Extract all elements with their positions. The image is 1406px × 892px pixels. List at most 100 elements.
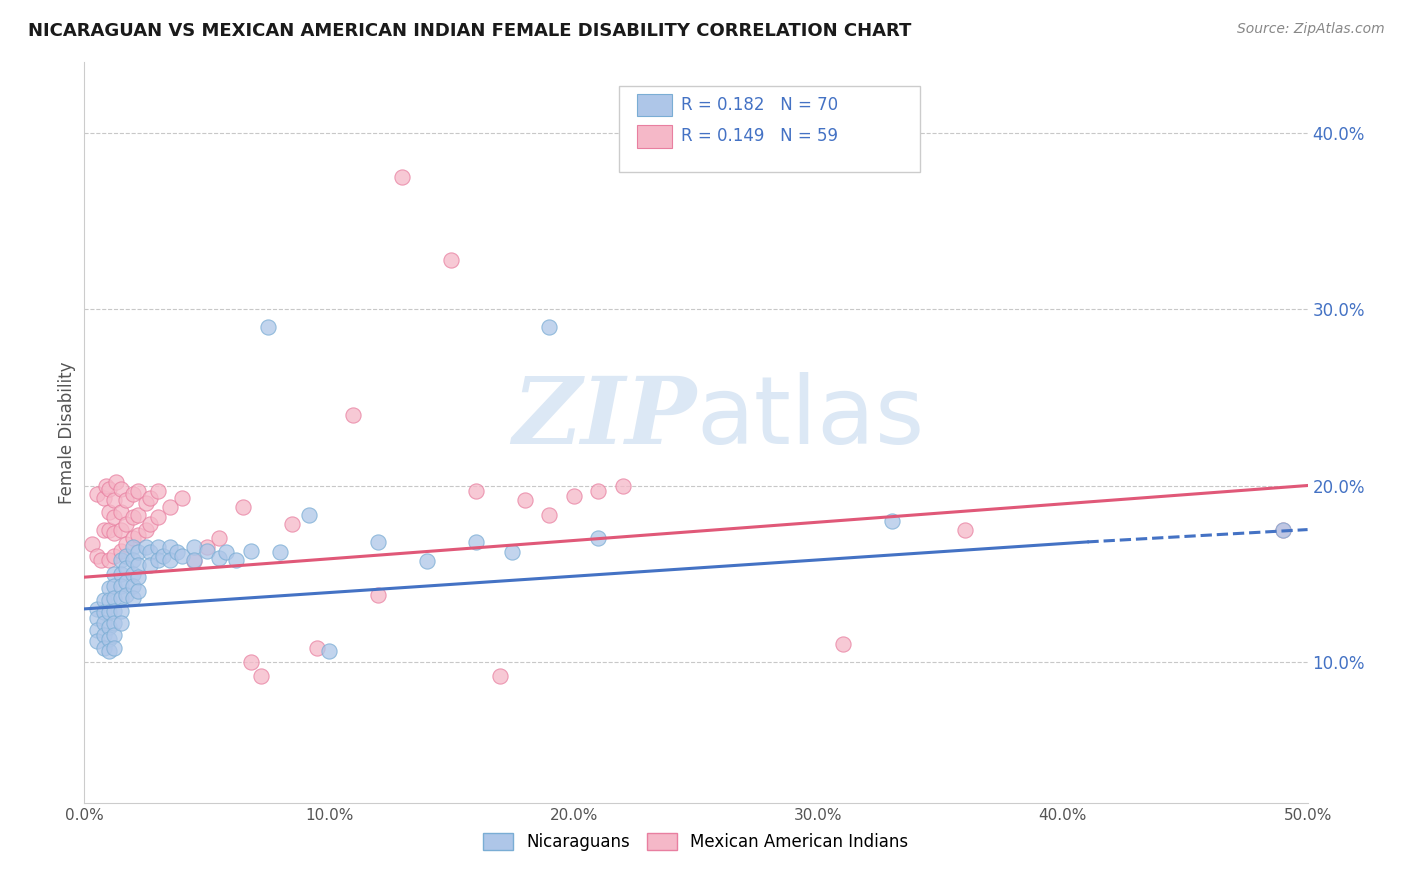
Point bbox=[93, 640, 115, 655]
Point bbox=[249, 669, 271, 683]
Point bbox=[80, 536, 103, 550]
Point bbox=[127, 558, 149, 572]
Point bbox=[367, 588, 389, 602]
Point bbox=[110, 615, 132, 630]
Point bbox=[97, 606, 120, 620]
Point bbox=[464, 483, 486, 498]
Point bbox=[97, 523, 120, 537]
Point bbox=[195, 543, 218, 558]
Point bbox=[440, 252, 463, 267]
Point bbox=[93, 606, 115, 620]
Point bbox=[110, 482, 132, 496]
Point bbox=[115, 536, 138, 550]
Text: NICARAGUAN VS MEXICAN AMERICAN INDIAN FEMALE DISABILITY CORRELATION CHART: NICARAGUAN VS MEXICAN AMERICAN INDIAN FE… bbox=[28, 22, 911, 40]
Point bbox=[110, 552, 132, 566]
Point bbox=[416, 554, 439, 568]
Point bbox=[103, 549, 125, 563]
Point bbox=[97, 482, 120, 496]
Point bbox=[97, 619, 120, 633]
Point bbox=[183, 554, 205, 568]
Point bbox=[93, 523, 115, 537]
Point bbox=[97, 593, 120, 607]
Point bbox=[115, 561, 138, 575]
Point bbox=[127, 545, 149, 559]
Point bbox=[195, 540, 218, 554]
Point bbox=[159, 540, 181, 554]
Point bbox=[86, 487, 108, 501]
Point bbox=[183, 540, 205, 554]
Point bbox=[115, 588, 138, 602]
Point bbox=[97, 644, 120, 658]
Point bbox=[152, 549, 174, 563]
Point bbox=[103, 579, 125, 593]
Point bbox=[139, 545, 162, 559]
Point bbox=[298, 508, 321, 523]
Point bbox=[93, 615, 115, 630]
Point bbox=[122, 579, 145, 593]
Point bbox=[103, 510, 125, 524]
Point bbox=[96, 478, 118, 492]
Point bbox=[880, 514, 903, 528]
Point bbox=[135, 523, 157, 537]
Point bbox=[464, 535, 486, 549]
Point bbox=[110, 604, 132, 618]
FancyBboxPatch shape bbox=[619, 87, 920, 172]
Point bbox=[127, 570, 149, 584]
Point bbox=[146, 540, 169, 554]
Point bbox=[122, 540, 145, 554]
Point bbox=[93, 491, 115, 505]
Point bbox=[122, 566, 145, 581]
Point bbox=[146, 483, 169, 498]
Point bbox=[122, 487, 145, 501]
Y-axis label: Female Disability: Female Disability bbox=[58, 361, 76, 504]
Point bbox=[183, 552, 205, 566]
Point bbox=[538, 319, 561, 334]
Point bbox=[103, 492, 125, 507]
Point bbox=[122, 532, 145, 546]
Point bbox=[86, 602, 108, 616]
Point bbox=[172, 491, 194, 505]
Point bbox=[97, 581, 120, 595]
Point bbox=[225, 552, 247, 566]
Text: R = 0.149   N = 59: R = 0.149 N = 59 bbox=[682, 128, 838, 145]
Point bbox=[110, 579, 132, 593]
Point bbox=[86, 633, 108, 648]
Point bbox=[1272, 523, 1295, 537]
Point bbox=[110, 523, 132, 537]
Point bbox=[159, 552, 181, 566]
Point bbox=[110, 591, 132, 606]
Point bbox=[208, 532, 231, 546]
Point bbox=[172, 549, 194, 563]
Point bbox=[86, 610, 108, 624]
Point bbox=[110, 505, 132, 519]
Point bbox=[110, 566, 132, 581]
Point bbox=[146, 552, 169, 566]
Point bbox=[257, 319, 280, 334]
Point bbox=[318, 644, 340, 658]
Point bbox=[513, 492, 536, 507]
Point bbox=[502, 545, 524, 559]
Point bbox=[232, 500, 254, 514]
Point bbox=[103, 566, 125, 581]
Point bbox=[122, 552, 145, 566]
Point bbox=[103, 591, 125, 606]
Point bbox=[166, 545, 188, 559]
Point bbox=[127, 483, 149, 498]
Point bbox=[831, 637, 853, 651]
Point bbox=[97, 505, 120, 519]
Point bbox=[93, 628, 115, 642]
Point bbox=[269, 545, 291, 559]
Point bbox=[391, 169, 413, 184]
Point bbox=[1272, 523, 1295, 537]
Point bbox=[86, 549, 108, 563]
Point bbox=[305, 640, 328, 655]
Point bbox=[115, 492, 138, 507]
Point bbox=[103, 526, 125, 541]
Point bbox=[97, 632, 120, 646]
Point bbox=[103, 615, 125, 630]
Point bbox=[127, 528, 149, 542]
Point bbox=[110, 543, 132, 558]
Point bbox=[612, 478, 634, 492]
Point bbox=[139, 517, 162, 532]
Point bbox=[538, 508, 561, 523]
